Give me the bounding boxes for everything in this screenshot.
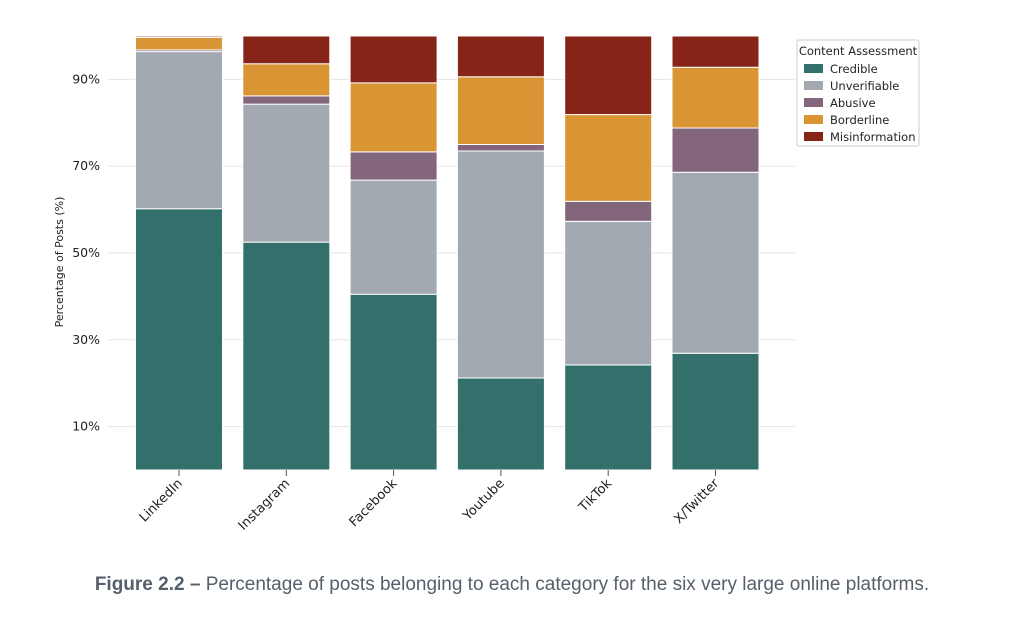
bar-segment	[456, 150, 545, 379]
y-tick-label: 10%	[72, 419, 100, 434]
bar-segment	[135, 51, 223, 210]
legend-label: Unverifiable	[830, 79, 899, 93]
legend-swatch	[804, 64, 823, 73]
x-tick-label: Instagram	[236, 476, 293, 533]
x-tick-label: LinkedIn	[137, 476, 186, 525]
legend-swatch	[804, 81, 823, 90]
bar-segment	[456, 144, 545, 152]
y-tick-label: 30%	[72, 332, 100, 347]
bar-segment	[349, 151, 438, 181]
y-tick-label: 70%	[72, 158, 100, 173]
bar-segment	[242, 63, 331, 97]
bar-segment	[456, 35, 545, 78]
stacked-bar-chart: 10% 30% 50% 70% 90% Percentage of Posts (%) Li…	[53, 35, 920, 534]
bar-segment	[349, 293, 438, 471]
legend-swatch	[804, 132, 823, 141]
bar-segment	[671, 127, 760, 173]
x-tick-label: TikTok	[575, 476, 615, 516]
bar-segment	[564, 35, 653, 116]
legend-label: Credible	[830, 62, 878, 76]
y-tick-label: 90%	[72, 71, 100, 86]
legend-label: Borderline	[830, 113, 889, 127]
figure-label: Figure 2.2 –	[94, 574, 201, 595]
bar-segment	[242, 95, 331, 105]
bar-segment	[242, 35, 331, 65]
bar-segment	[671, 35, 760, 68]
bar-segment	[564, 114, 653, 202]
figure-caption: Figure 2.2 – Percentage of posts belongi…	[0, 574, 1024, 596]
bar-segment	[671, 66, 760, 129]
figure-caption-text: Percentage of posts belonging to each ca…	[200, 574, 930, 595]
bar-segment	[564, 364, 653, 471]
y-tick-label: 50%	[72, 245, 100, 260]
bar-segment	[671, 171, 760, 354]
x-tick-label: X/Twitter	[672, 476, 723, 527]
bar-segment	[135, 36, 223, 51]
bar-segment	[456, 377, 545, 471]
bar-segment	[242, 241, 331, 471]
legend-label: Misinformation	[830, 130, 915, 144]
legend-box	[796, 39, 920, 147]
legend-swatch	[804, 98, 823, 107]
x-tick-label: Youtube	[460, 476, 508, 524]
chart-svg: 10% 30% 50% 70% 90% Percentage of Posts (%) Li…	[53, 35, 920, 534]
legend-title: Content Assessment	[799, 44, 918, 58]
bar-segment	[135, 208, 223, 471]
bar-segment	[564, 200, 653, 222]
bar-segment	[242, 103, 331, 243]
bar-segment	[349, 179, 438, 295]
bar-segment	[671, 352, 760, 471]
bar-segment	[349, 82, 438, 153]
legend-label: Abusive	[830, 96, 876, 110]
bar-segment	[456, 76, 545, 145]
legend-swatch	[804, 115, 823, 124]
bar-segment	[564, 220, 653, 366]
bar-segment	[135, 35, 223, 38]
bar-segment	[349, 35, 438, 84]
x-tick-label: Facebook	[347, 476, 401, 530]
y-axis-label: Percentage of Posts (%)	[53, 197, 66, 328]
